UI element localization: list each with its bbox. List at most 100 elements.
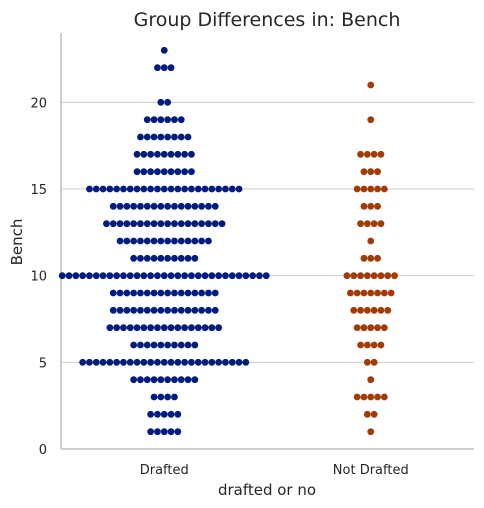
data-point [181,168,189,176]
data-point [391,272,398,280]
data-point [184,289,192,297]
data-point [184,237,192,245]
data-point [357,150,364,158]
data-point [184,202,192,210]
data-point [167,64,175,72]
data-point [370,220,378,228]
data-point [109,220,117,228]
data-point [211,220,219,228]
data-point [198,220,206,228]
data-point [130,376,138,384]
data-point [167,324,175,332]
data-point [360,393,368,401]
data-point [205,220,212,228]
data-point [235,358,243,366]
data-point [157,116,165,124]
data-point [353,289,361,297]
data-point [106,358,114,366]
data-point [120,185,127,193]
data-point [106,324,114,332]
data-point [150,289,158,297]
data-point [215,185,223,193]
data-point [143,341,151,349]
y-tick-labels: 0 5 10 15 20 [30,96,47,458]
data-point [133,324,141,332]
data-point [157,306,165,314]
data-point [99,272,107,280]
data-point [171,341,178,349]
y-tick-label: 20 [30,96,47,111]
data-point [130,254,138,262]
data-point [387,289,395,297]
data-point [370,341,378,349]
data-point [222,358,229,366]
data-point [160,185,168,193]
data-point [160,272,168,280]
data-point [380,393,388,401]
data-point [126,272,134,280]
data-point [262,272,270,280]
y-tick-label: 5 [39,356,47,371]
data-point [235,185,243,193]
data-point [137,237,144,245]
data-point [194,272,202,280]
data-point [205,289,212,297]
data-point [143,254,151,262]
data-point [374,185,381,193]
data-point [194,358,202,366]
data-point [154,64,161,72]
chart-title: Group Differences in: Bench [134,9,401,31]
data-point [184,220,192,228]
data-point [160,150,168,158]
data-point [150,202,158,210]
data-point [177,202,185,210]
data-point [174,272,182,280]
data-point [205,306,212,314]
data-point [174,150,182,158]
swarm-points [58,46,398,436]
data-point [171,254,178,262]
data-point [184,254,192,262]
data-point [177,376,185,384]
data-point [191,376,199,384]
data-point [363,341,371,349]
data-point [177,306,185,314]
data-point [133,150,141,158]
data-point [374,168,381,176]
data-point [92,358,100,366]
data-point [363,306,371,314]
data-point [201,272,209,280]
data-point [133,168,141,176]
data-point [150,341,158,349]
data-point [143,202,151,210]
data-point [143,306,151,314]
data-point [143,289,151,297]
data-point [133,272,141,280]
data-point [360,324,368,332]
data-point [194,324,202,332]
data-point [160,358,168,366]
data-point [357,341,364,349]
data-point [130,237,138,245]
data-point [164,341,172,349]
data-point [370,358,378,366]
data-point [184,376,192,384]
data-point [113,324,121,332]
data-point [133,185,141,193]
data-point [177,289,185,297]
data-point [130,341,138,349]
data-point [191,220,199,228]
x-tick-label: Drafted [140,463,189,478]
data-point [143,220,151,228]
data-point [86,185,93,193]
data-point [160,410,168,418]
data-point [157,289,165,297]
data-point [171,133,178,141]
data-point [147,272,155,280]
data-point [377,220,385,228]
data-point [188,150,195,158]
data-point [126,185,134,193]
data-point [177,254,185,262]
data-point [109,289,117,297]
x-tick-labels: Drafted Not Drafted [140,463,409,478]
